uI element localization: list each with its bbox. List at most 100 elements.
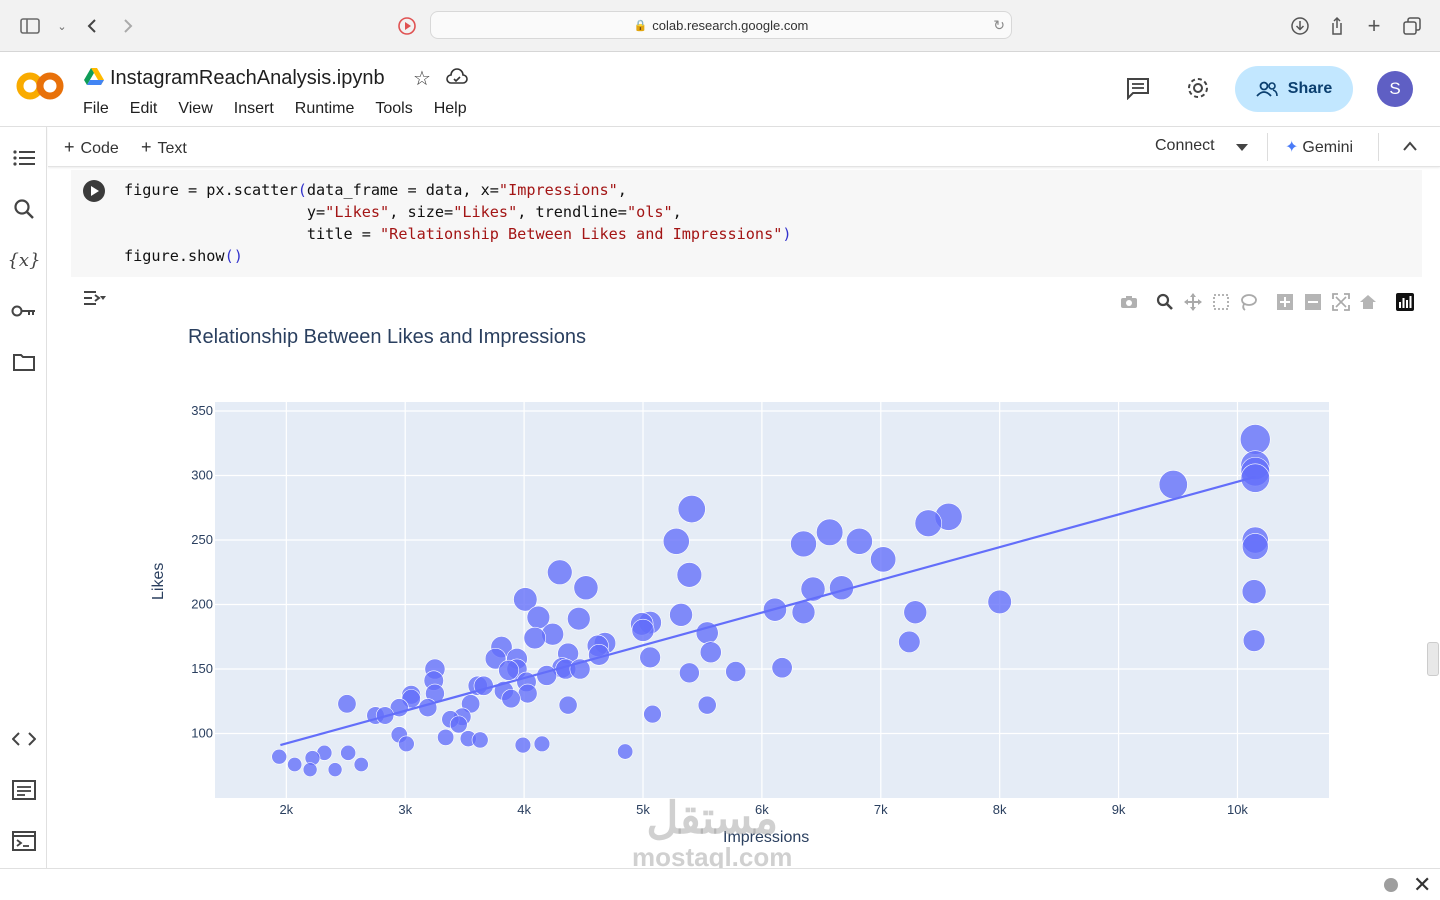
scatter-point: [418, 698, 438, 718]
add-text-button[interactable]: + Text: [141, 137, 187, 158]
plotly-logo-icon[interactable]: [1395, 292, 1415, 312]
scatter-point: [533, 735, 551, 753]
comment-icon[interactable]: [1124, 74, 1152, 102]
scatter-point: [987, 589, 1012, 615]
trendline: [280, 475, 1256, 747]
add-code-button[interactable]: + Code: [64, 137, 119, 158]
menu-bar: File Edit View Insert Runtime Tools Help: [83, 100, 488, 118]
scatter-point: [1241, 579, 1267, 604]
scatter-point: [816, 518, 844, 546]
run-cell-button[interactable]: [83, 180, 105, 202]
scatter-point: [1240, 463, 1270, 493]
box-select-icon[interactable]: [1211, 292, 1231, 312]
scatter-point: [547, 559, 573, 585]
x-tick-label: 4k: [517, 802, 531, 817]
scatter-point: [523, 626, 547, 650]
menu-runtime[interactable]: Runtime: [294, 100, 355, 117]
avatar[interactable]: S: [1377, 71, 1413, 107]
gemini-button[interactable]: ✦ Gemini: [1285, 137, 1353, 157]
connect-button[interactable]: Connect: [1155, 137, 1215, 154]
zoom-icon[interactable]: [1155, 292, 1175, 312]
menu-edit[interactable]: Edit: [129, 100, 158, 117]
x-tick-label: 8k: [993, 802, 1007, 817]
notebook-toolbar: + Code + Text Connect ✦ Gemini: [48, 127, 1440, 167]
sidebar-toggle-icon[interactable]: [18, 14, 42, 38]
menu-tools[interactable]: Tools: [375, 100, 413, 117]
scrollbar-thumb[interactable]: [1427, 642, 1439, 676]
key-icon[interactable]: [10, 297, 38, 325]
scatter-point: [631, 618, 655, 642]
x-tick-label: 10k: [1227, 802, 1248, 817]
connect-dropdown-icon[interactable]: [1235, 139, 1249, 157]
star-icon[interactable]: ☆: [413, 68, 431, 90]
new-tab-icon[interactable]: +: [1367, 13, 1381, 38]
scatter-point: [473, 675, 494, 696]
scatter-point: [501, 689, 521, 709]
collapse-chevron-icon[interactable]: [1402, 139, 1418, 157]
search-icon[interactable]: [10, 195, 38, 223]
scatter-point: [287, 756, 303, 772]
reset-axes-home-icon[interactable]: [1358, 292, 1378, 312]
x-tick-label: 7k: [874, 802, 888, 817]
forward-icon[interactable]: [116, 14, 140, 38]
status-bar: ✕: [0, 868, 1440, 900]
back-icon[interactable]: [80, 14, 104, 38]
left-sidebar: {x}: [0, 127, 47, 868]
drive-icon[interactable]: [84, 68, 104, 86]
menu-view[interactable]: View: [178, 100, 213, 117]
menu-file[interactable]: File: [83, 100, 109, 117]
menu-insert[interactable]: Insert: [233, 100, 274, 117]
share-page-icon[interactable]: [1325, 14, 1349, 38]
zoom-out-icon[interactable]: [1303, 292, 1323, 312]
notebook-title[interactable]: InstagramReachAnalysis.ipynb: [110, 67, 385, 89]
address-bar[interactable]: 🔒 colab.research.google.com ↻: [430, 11, 1012, 39]
scatter-point: [771, 657, 793, 679]
scatter-point: [498, 659, 520, 681]
tabs-overview-icon[interactable]: [1400, 14, 1424, 38]
share-button[interactable]: Share: [1235, 66, 1353, 112]
scatter-point: [662, 527, 690, 555]
add-code-label: Code: [80, 140, 119, 157]
scatter-point: [903, 600, 928, 625]
variables-icon[interactable]: {x}: [7, 249, 41, 271]
terminal-icon[interactable]: [10, 827, 38, 855]
url-text: colab.research.google.com: [652, 17, 809, 33]
code-cell[interactable]: figure = px.scatter(data_frame = data, x…: [71, 170, 1422, 277]
scatter-point: [1241, 533, 1269, 560]
download-icon[interactable]: [1288, 14, 1312, 38]
code-editor[interactable]: figure = px.scatter(data_frame = data, x…: [124, 179, 792, 267]
media-play-icon[interactable]: [395, 14, 419, 38]
people-icon: [1256, 81, 1278, 97]
camera-icon[interactable]: [1119, 292, 1139, 312]
plus-icon: +: [141, 137, 152, 157]
code-snippets-icon[interactable]: [10, 725, 38, 753]
y-tick-label: 250: [191, 532, 213, 547]
autoscale-icon[interactable]: [1331, 292, 1351, 312]
zoom-in-icon[interactable]: [1275, 292, 1295, 312]
folder-icon[interactable]: [10, 348, 38, 376]
scatter-point: [677, 495, 706, 524]
watermark: مستقل mostaql.com: [632, 795, 792, 872]
scatter-point: [514, 736, 532, 754]
chevron-down-icon[interactable]: ⌄: [57, 20, 67, 33]
scatter-point: [617, 743, 634, 760]
gear-icon[interactable]: [1184, 74, 1212, 102]
close-icon[interactable]: ✕: [1413, 872, 1432, 897]
command-palette-icon[interactable]: [10, 776, 38, 804]
scatter-point: [790, 530, 817, 558]
output-actions-icon[interactable]: [82, 287, 108, 309]
table-of-contents-icon[interactable]: [10, 144, 38, 172]
scatter-point: [302, 762, 318, 777]
colab-logo-icon[interactable]: [16, 69, 64, 103]
pan-icon[interactable]: [1183, 292, 1203, 312]
cloud-saved-icon[interactable]: [445, 67, 469, 87]
scatter-point: [437, 728, 455, 746]
reload-icon[interactable]: ↻: [993, 17, 1005, 33]
menu-help[interactable]: Help: [433, 100, 467, 117]
lasso-select-icon[interactable]: [1238, 292, 1258, 312]
scatter-point: [845, 527, 873, 555]
scatter-point: [567, 607, 591, 631]
y-tick-label: 100: [191, 726, 213, 741]
y-tick-label: 200: [191, 597, 213, 612]
